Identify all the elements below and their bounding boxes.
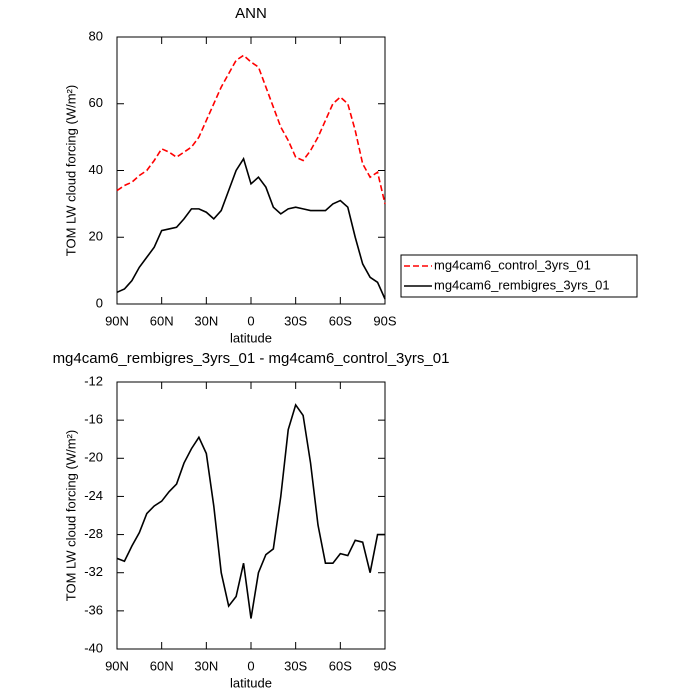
chart-title: mg4cam6_rembigres_3yrs_01 - mg4cam6_cont… bbox=[53, 350, 450, 367]
x-tick-label: 90N bbox=[105, 658, 129, 673]
y-tick-label: -20 bbox=[84, 450, 103, 465]
legend-label: mg4cam6_control_3yrs_01 bbox=[434, 257, 591, 272]
x-tick-label: 90S bbox=[373, 313, 396, 328]
y-tick-label: 0 bbox=[96, 295, 103, 310]
y-tick-label: 60 bbox=[89, 95, 103, 110]
y-tick-label: 80 bbox=[89, 28, 103, 43]
y-tick-label: -28 bbox=[84, 526, 103, 541]
y-tick-label: -40 bbox=[84, 640, 103, 655]
y-axis-label: TOM LW cloud forcing (W/m²) bbox=[63, 430, 78, 601]
x-tick-label: 60N bbox=[150, 313, 174, 328]
x-tick-label: 0 bbox=[247, 658, 254, 673]
plot-frame bbox=[116, 36, 386, 305]
plot-frame bbox=[116, 381, 386, 650]
legend-label: mg4cam6_rembigres_3yrs_01 bbox=[434, 277, 610, 292]
y-axis-label: TOM LW cloud forcing (W/m²) bbox=[63, 85, 78, 256]
x-axis-label: latitude bbox=[230, 330, 272, 345]
y-tick-label: -36 bbox=[84, 602, 103, 617]
x-tick-label: 30N bbox=[194, 658, 218, 673]
y-tick-label: 40 bbox=[89, 162, 103, 177]
y-tick-label: -16 bbox=[84, 412, 103, 427]
data-line bbox=[116, 156, 386, 300]
y-tick-label: -32 bbox=[84, 564, 103, 579]
x-tick-label: 90N bbox=[105, 313, 129, 328]
x-tick-label: 60S bbox=[329, 658, 352, 673]
x-axis-label: latitude bbox=[230, 675, 272, 690]
x-tick-label: 30S bbox=[284, 313, 307, 328]
y-tick-label: -24 bbox=[84, 488, 103, 503]
x-tick-label: 60N bbox=[150, 658, 174, 673]
chart-title: ANN bbox=[235, 5, 267, 22]
x-tick-label: 60S bbox=[329, 313, 352, 328]
y-tick-label: 20 bbox=[89, 229, 103, 244]
x-tick-label: 30N bbox=[194, 313, 218, 328]
y-tick-label: -12 bbox=[84, 373, 103, 388]
legend-box bbox=[400, 254, 638, 298]
x-tick-label: 0 bbox=[247, 313, 254, 328]
x-tick-label: 30S bbox=[284, 658, 307, 673]
x-tick-label: 90S bbox=[373, 658, 396, 673]
data-line bbox=[116, 403, 385, 619]
